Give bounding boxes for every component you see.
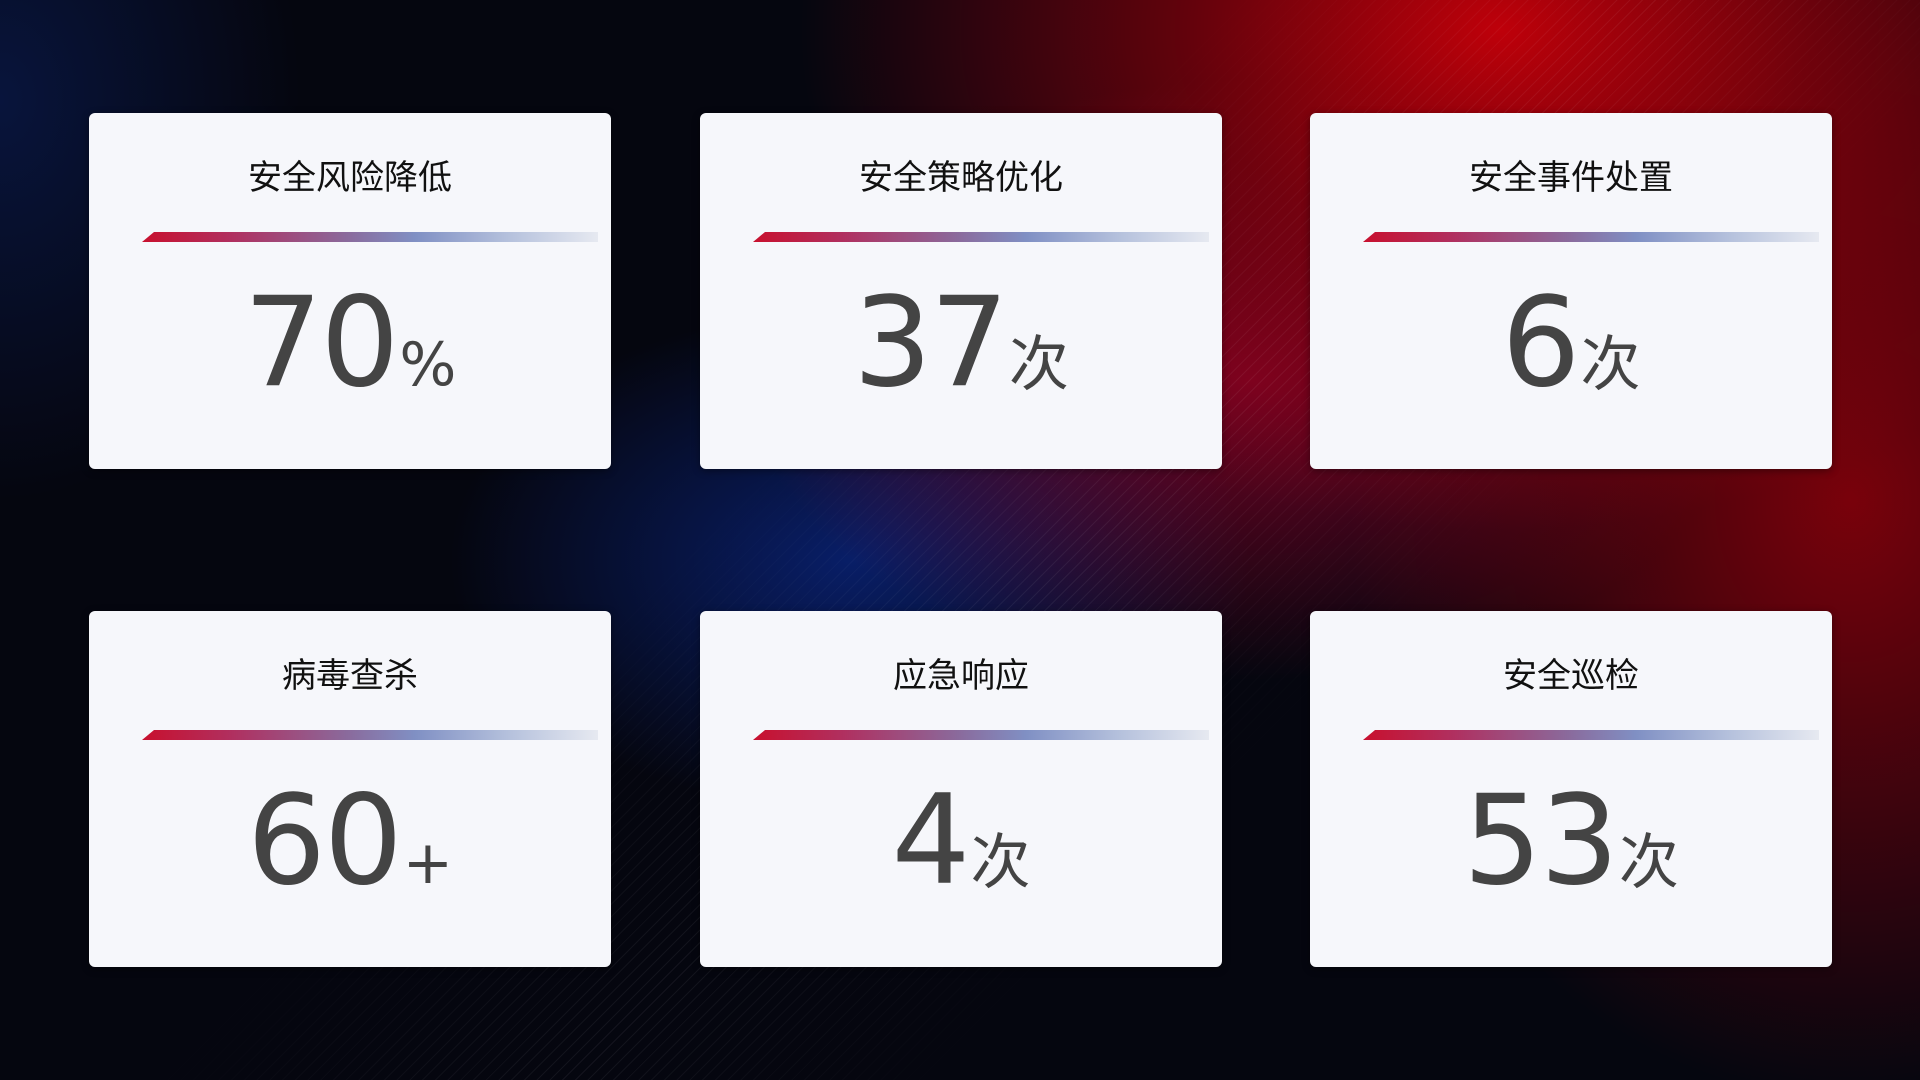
gradient-divider <box>1363 730 1819 740</box>
card-title: 安全事件处置 <box>1469 158 1673 198</box>
value-unit: 次 <box>970 828 1031 898</box>
card-value: 60+ <box>89 779 611 903</box>
card-value: 4次 <box>700 779 1222 903</box>
card-value: 70% <box>89 281 611 405</box>
value-unit: % <box>399 330 457 400</box>
gradient-divider <box>753 232 1209 242</box>
value-number: 4 <box>891 769 971 913</box>
card-title: 安全策略优化 <box>859 158 1063 198</box>
gradient-divider <box>142 232 598 242</box>
card-title: 病毒查杀 <box>282 656 418 696</box>
gradient-divider <box>753 730 1209 740</box>
gradient-divider <box>1363 232 1819 242</box>
value-number: 6 <box>1501 271 1581 415</box>
card-value: 53次 <box>1310 779 1832 903</box>
value-unit: + <box>402 828 454 898</box>
stat-card-security-inspection: 安全巡检 53次 <box>1310 611 1832 967</box>
value-number: 53 <box>1463 769 1619 913</box>
stat-card-policy-optimization: 安全策略优化 37次 <box>700 113 1222 469</box>
stat-card-virus-removal: 病毒查杀 60+ <box>89 611 611 967</box>
value-number: 70 <box>243 271 400 415</box>
value-unit: 次 <box>1008 330 1069 400</box>
card-value: 6次 <box>1310 281 1832 405</box>
value-unit: 次 <box>1580 330 1641 400</box>
value-number: 60 <box>246 769 403 913</box>
card-title: 安全巡检 <box>1503 656 1639 696</box>
stat-card-risk-reduction: 安全风险降低 70% <box>89 113 611 469</box>
value-number: 37 <box>853 271 1009 415</box>
card-value: 37次 <box>700 281 1222 405</box>
card-title: 安全风险降低 <box>248 158 452 198</box>
card-title: 应急响应 <box>893 656 1029 696</box>
value-unit: 次 <box>1618 828 1679 898</box>
gradient-divider <box>142 730 598 740</box>
stat-card-emergency-response: 应急响应 4次 <box>700 611 1222 967</box>
stat-card-incident-handling: 安全事件处置 6次 <box>1310 113 1832 469</box>
